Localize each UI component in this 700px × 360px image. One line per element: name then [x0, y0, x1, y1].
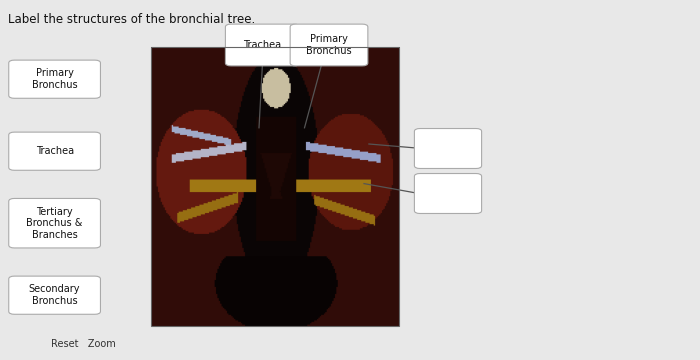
- FancyBboxPatch shape: [414, 129, 482, 168]
- FancyBboxPatch shape: [414, 174, 482, 213]
- Text: Primary
Bronchus: Primary Bronchus: [32, 68, 78, 90]
- FancyBboxPatch shape: [8, 132, 101, 170]
- Text: Label the structures of the bronchial tree.: Label the structures of the bronchial tr…: [8, 13, 256, 26]
- FancyBboxPatch shape: [8, 198, 101, 248]
- Text: Trachea: Trachea: [244, 40, 281, 50]
- FancyBboxPatch shape: [225, 24, 300, 66]
- Text: Primary
Bronchus: Primary Bronchus: [306, 34, 352, 56]
- Text: Trachea: Trachea: [36, 146, 74, 156]
- FancyBboxPatch shape: [8, 60, 101, 98]
- Text: Tertiary
Bronchus &
Branches: Tertiary Bronchus & Branches: [27, 207, 83, 240]
- Text: Secondary
Bronchus: Secondary Bronchus: [29, 284, 80, 306]
- Text: Reset   Zoom: Reset Zoom: [51, 339, 116, 349]
- FancyBboxPatch shape: [290, 24, 368, 66]
- FancyBboxPatch shape: [8, 276, 101, 314]
